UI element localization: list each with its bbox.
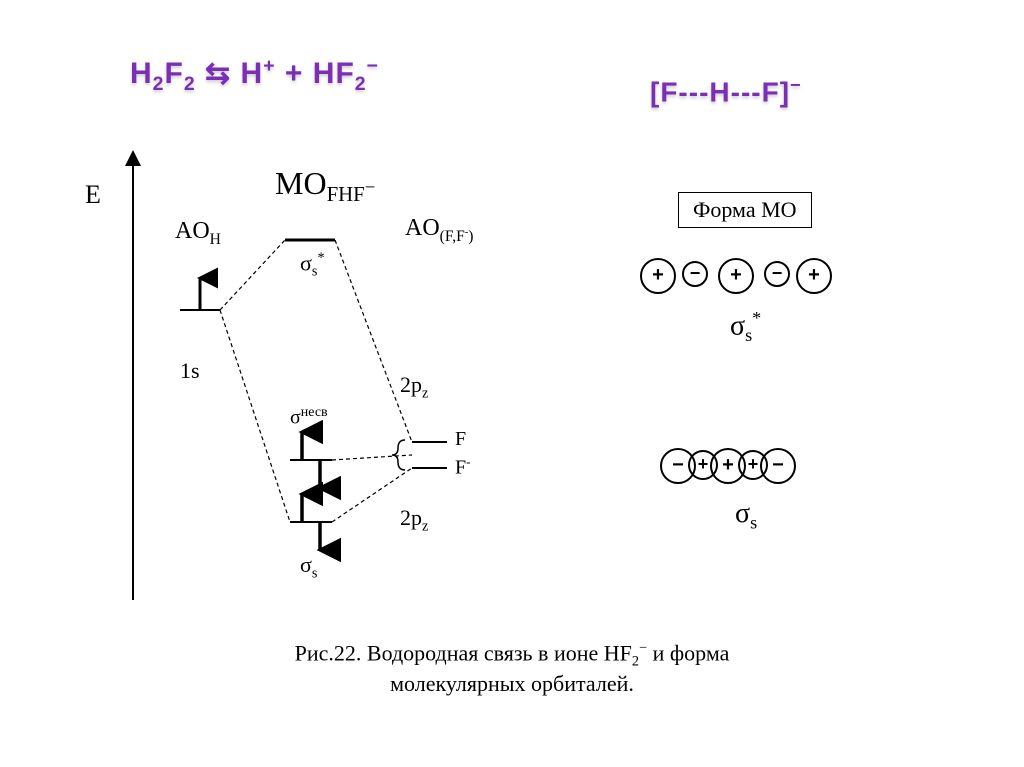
mo-form-box: Форма МО <box>678 192 812 228</box>
f-label: F <box>455 428 466 451</box>
lobe: − <box>764 261 790 287</box>
one-s-label: 1s <box>180 358 200 384</box>
ao-h-label: AOH <box>175 218 221 249</box>
lobe: − <box>760 448 796 484</box>
sigma-s-label: σs <box>300 552 317 582</box>
lobe: + <box>640 258 676 294</box>
two-pz-bot: 2pz <box>400 505 428 535</box>
sigma-s-shape-label: σs <box>735 498 757 534</box>
sigma-nesv-label: σнесв <box>290 405 328 430</box>
axis-label: E <box>85 180 101 210</box>
ao-ff-label: AO(F,F-) <box>405 215 473 246</box>
sigma-star-label: σs* <box>300 250 325 281</box>
sigma-star-shape: + − + − + <box>640 258 832 294</box>
figure-caption: Рис.22. Водородная связь в ионе HF2− и ф… <box>0 640 1024 697</box>
mo-header: MOFHF− <box>275 165 375 207</box>
lobe: + <box>718 258 754 294</box>
sigma-star-shape-label: σs* <box>730 308 761 346</box>
two-pz-top: 2pz <box>400 372 428 402</box>
lobe: + <box>796 258 832 294</box>
f-minus-label: F- <box>455 454 470 480</box>
sigma-s-shape: −+++− <box>660 448 796 484</box>
lobe: − <box>682 261 708 287</box>
